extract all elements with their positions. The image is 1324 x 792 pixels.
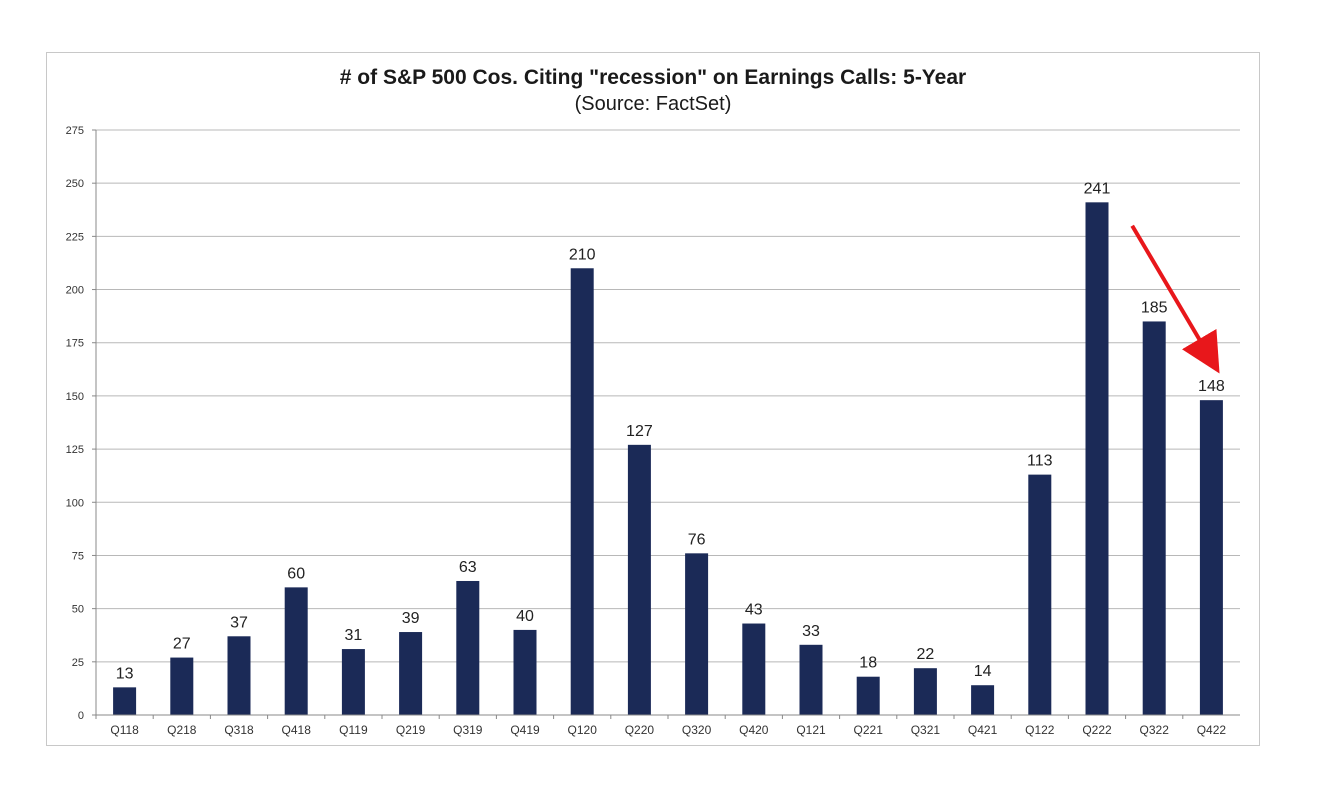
x-tick-label: Q320 xyxy=(682,723,712,737)
bar xyxy=(227,636,251,715)
y-tick-label: 150 xyxy=(66,391,84,403)
x-tick-label: Q218 xyxy=(167,723,197,737)
x-tick-label: Q421 xyxy=(968,723,998,737)
data-label: 241 xyxy=(1084,180,1111,197)
data-label: 63 xyxy=(459,559,477,576)
bar xyxy=(742,623,766,715)
x-tick-label: Q318 xyxy=(224,723,254,737)
annotations xyxy=(1130,224,1220,374)
bar xyxy=(1142,321,1166,715)
bar xyxy=(913,668,937,715)
bar xyxy=(1199,400,1223,715)
gridlines xyxy=(96,129,1240,663)
x-tick-label: Q319 xyxy=(453,723,483,737)
data-label: 113 xyxy=(1027,453,1053,470)
bars xyxy=(113,202,1223,715)
x-tick-label: Q322 xyxy=(1140,723,1170,737)
x-tick-label: Q119 xyxy=(339,723,368,737)
x-tick-label: Q422 xyxy=(1197,723,1227,737)
x-tick-label: Q418 xyxy=(282,723,312,737)
y-tick-label: 50 xyxy=(72,604,84,616)
bar xyxy=(971,685,995,715)
bar xyxy=(856,676,880,715)
y-tick-label: 0 xyxy=(78,710,84,722)
data-label: 27 xyxy=(173,636,191,653)
chart-title: # of S&P 500 Cos. Citing "recession" on … xyxy=(340,66,966,89)
bar xyxy=(399,632,423,715)
bar xyxy=(570,268,594,715)
data-label: 37 xyxy=(230,614,248,631)
bar xyxy=(113,687,137,715)
x-tick-label: Q122 xyxy=(1025,723,1055,737)
data-label: 76 xyxy=(688,531,706,548)
y-tick-label: 125 xyxy=(66,444,84,456)
x-tick-label: Q420 xyxy=(739,723,769,737)
data-label: 22 xyxy=(917,646,935,663)
y-tick-label: 250 xyxy=(66,178,84,190)
data-labels: 13 27 37 60 31 39 63 40 210 127 76 43 33 18 22 14 113 241… xyxy=(116,180,1225,682)
data-label: 39 xyxy=(402,610,420,627)
data-label: 60 xyxy=(287,565,305,582)
x-tick-label: Q220 xyxy=(625,723,655,737)
x-tick-label: Q221 xyxy=(854,723,884,737)
x-tick-label: Q120 xyxy=(568,723,598,737)
y-axis: 0 25 50 75 100 125 150 175 200 225 250 275 xyxy=(66,125,97,722)
data-label: 43 xyxy=(745,602,763,619)
x-tick-label: Q219 xyxy=(396,723,426,737)
bar xyxy=(627,444,651,715)
data-label: 185 xyxy=(1141,299,1168,316)
data-label: 14 xyxy=(974,663,992,680)
y-tick-label: 75 xyxy=(72,550,84,562)
bar xyxy=(513,629,537,715)
x-tick-label: Q321 xyxy=(911,723,941,737)
bar xyxy=(1085,202,1109,715)
data-label: 148 xyxy=(1198,378,1225,395)
bar xyxy=(1028,474,1052,715)
chart-subtitle: (Source: FactSet) xyxy=(575,93,732,115)
data-label: 210 xyxy=(569,246,596,263)
bar xyxy=(799,644,823,715)
x-tick-label: Q222 xyxy=(1082,723,1112,737)
y-tick-label: 175 xyxy=(66,338,84,350)
data-label: 18 xyxy=(859,655,877,672)
chart-frame xyxy=(46,52,1260,746)
x-tick-label: Q118 xyxy=(110,723,139,737)
y-tick-label: 25 xyxy=(72,657,84,669)
trend-arrow xyxy=(1130,224,1220,374)
y-tick-label: 275 xyxy=(66,125,84,137)
x-axis: Q118 Q218 Q318 Q418 Q119 Q219 Q319 Q419 Q120 Q220… xyxy=(95,714,1240,737)
data-label: 40 xyxy=(516,608,534,625)
y-tick-label: 200 xyxy=(66,285,84,297)
bar xyxy=(170,657,194,715)
data-label: 13 xyxy=(116,665,134,682)
bar xyxy=(456,580,480,715)
x-tick-label: Q121 xyxy=(796,723,826,737)
data-label: 127 xyxy=(626,423,653,440)
data-label: 31 xyxy=(345,627,363,644)
bar xyxy=(284,587,308,715)
y-tick-label: 100 xyxy=(66,497,84,509)
x-tick-label: Q419 xyxy=(510,723,540,737)
bar xyxy=(341,649,365,715)
y-tick-label: 225 xyxy=(66,231,84,243)
data-label: 33 xyxy=(802,623,820,640)
bar xyxy=(685,553,709,715)
